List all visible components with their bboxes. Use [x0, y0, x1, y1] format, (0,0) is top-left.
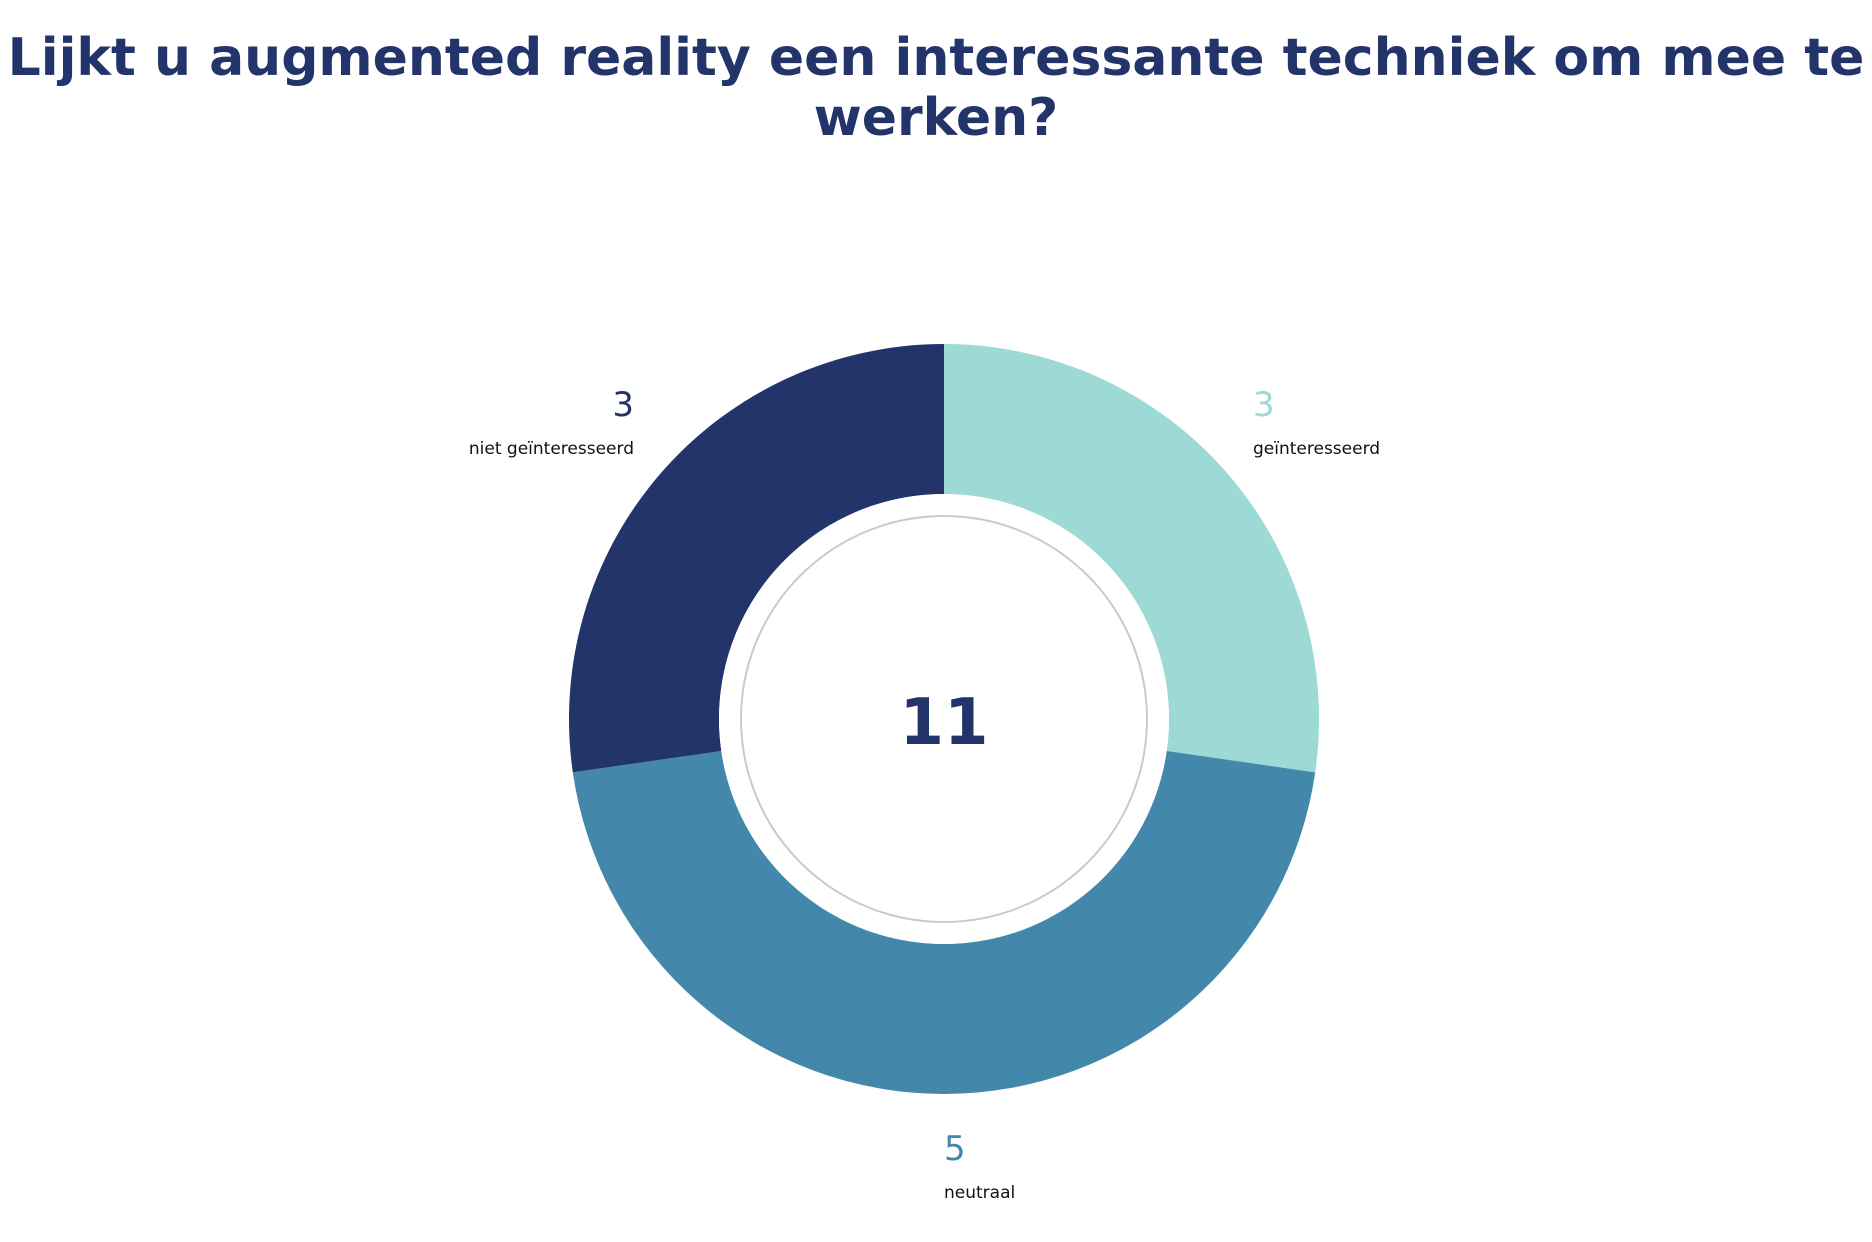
slice-niet-geïnteresseerd	[568, 344, 944, 773]
center-ring	[740, 515, 1148, 923]
slice-value-label: 3	[612, 385, 634, 425]
slice-labels: 3 geïnteresseerd 5 neutraal 3 niet geïnteress…	[469, 385, 1380, 1203]
slice-value-label: 3	[1253, 385, 1275, 425]
slice-category-label: niet geïnteresseerd	[469, 439, 634, 459]
slice-category-label: geïnteresseerd	[1253, 439, 1380, 459]
slice-value-label: 5	[944, 1129, 966, 1169]
donut-hole	[719, 494, 1169, 944]
slice-neutraal	[572, 751, 1316, 1094]
chart-title: Lijkt u augmented reality een interessan…	[7, 28, 1865, 148]
total-count: 11	[899, 686, 988, 760]
slice-geïnteresseerd	[944, 344, 1319, 773]
slice-category-label: neutraal	[944, 1183, 1015, 1203]
donut-slices	[568, 344, 1319, 1094]
